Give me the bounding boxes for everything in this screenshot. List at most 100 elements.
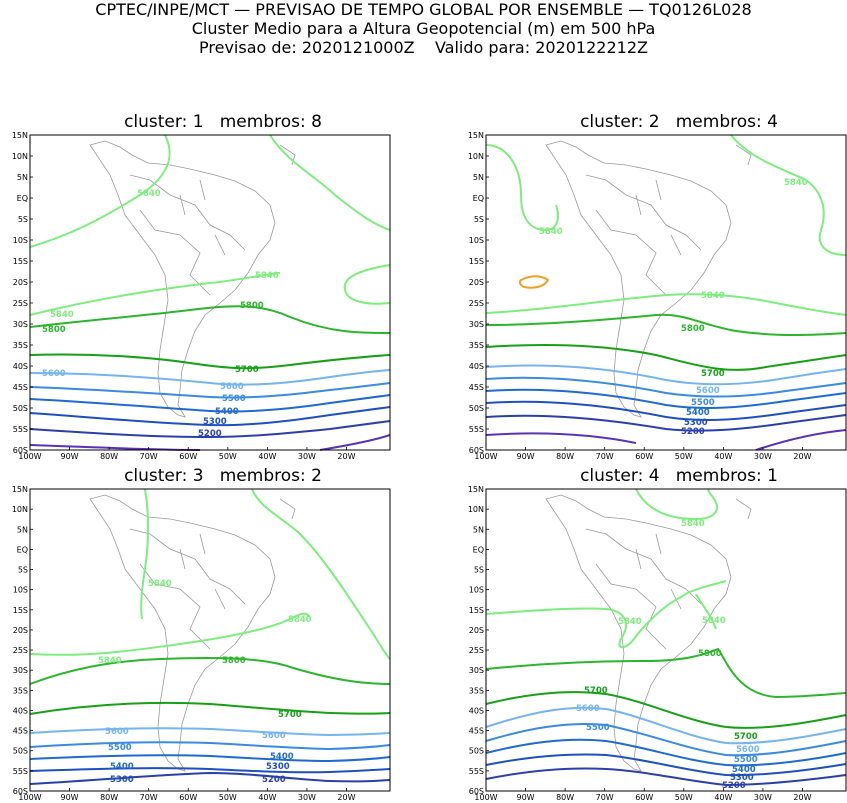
lat-tick-label: 10N — [468, 152, 484, 161]
lat-tick-label: EQ — [17, 545, 28, 554]
header-line-1: CPTEC/INPE/MCT — PREVISAO DE TEMPO GLOBA… — [95, 0, 752, 19]
lat-tick-label: 30S — [469, 666, 484, 675]
panel-2-title: cluster: 2 membros: 4 — [580, 112, 778, 132]
contour-5600 — [29, 369, 391, 386]
panel-2-map: 5840 5840 5840 5800 5700 5600 5500 5400 … — [468, 131, 847, 461]
lat-tick-label: 40S — [13, 706, 28, 715]
lat-tick-label: 10S — [13, 586, 28, 595]
coastlines — [545, 140, 752, 418]
contour-label: 5840 — [98, 656, 122, 666]
lon-tick-label: 100W — [18, 452, 41, 461]
lat-tick-label: 40S — [469, 362, 484, 371]
lat-tick-label: 15S — [13, 257, 28, 266]
lat-tick-label: EQ — [473, 545, 484, 554]
lat-tick-label: 15S — [13, 606, 28, 615]
contour-5600 — [29, 727, 391, 737]
lat-tick-label: 60S — [13, 446, 28, 455]
contour-labels: 5840 5840 5840 5800 5800 5700 5600 5600 … — [42, 189, 279, 439]
lat-tick-label: 20S — [13, 278, 28, 287]
anomaly-contour — [519, 275, 550, 289]
contour-5200 — [485, 767, 847, 787]
contour-label: 5600 — [736, 745, 760, 755]
lat-tick-label: 5N — [473, 173, 484, 182]
lat-tick-label: 60S — [13, 787, 28, 796]
contour-5500 — [485, 722, 847, 757]
lat-tick-label: 55S — [13, 767, 28, 776]
contour-label: 5840 — [255, 271, 279, 281]
lat-tick-label: 10S — [469, 236, 484, 245]
lat-tick-label: 15S — [469, 257, 484, 266]
contour-label: 5840 — [288, 615, 312, 625]
contour-5400 — [485, 388, 847, 409]
panel-4-map: 5840 5840 5840 5800 5700 5700 5600 5600 … — [468, 485, 847, 802]
contour-label: 5400 — [215, 407, 239, 417]
lat-tick-label: 30S — [13, 320, 28, 329]
contour-5700 — [485, 691, 847, 729]
contour-label: 5600 — [105, 727, 129, 737]
contour-label: 5700 — [701, 369, 725, 379]
lon-tick-label: 90W — [517, 793, 535, 802]
contour-labels: 5840 5840 5840 5800 5700 5600 5500 5400 … — [539, 178, 808, 437]
contour-5200 — [485, 414, 847, 432]
lon-tick-label: 40W — [258, 452, 276, 461]
lon-tick-label: 30W — [298, 452, 316, 461]
contour-label: 5500 — [222, 394, 246, 404]
lat-tick-label: 45S — [469, 727, 484, 736]
contour-label: 5200 — [262, 775, 286, 785]
contour-labels: 5840 5840 5840 5800 5700 5700 5600 5600 … — [576, 519, 760, 791]
lon-tick-label: 70W — [140, 452, 158, 461]
lon-tick-label: 100W — [18, 793, 41, 802]
lat-tick-label: 35S — [469, 686, 484, 695]
lat-tick-label: 50S — [469, 747, 484, 756]
lat-tick-label: 10N — [468, 505, 484, 514]
lon-tick-label: 50W — [219, 452, 237, 461]
lat-tick-label: 40S — [469, 706, 484, 715]
lat-tick-label: 45S — [13, 383, 28, 392]
lon-tick-label: 90W — [61, 793, 79, 802]
lat-tick-label: 50S — [469, 404, 484, 413]
lat-tick-label: 35S — [13, 341, 28, 350]
lon-tick-label: 20W — [337, 452, 355, 461]
contour-label: 5840 — [784, 178, 808, 188]
contour-label: 5800 — [42, 325, 66, 335]
contour-label: 5400 — [270, 752, 294, 762]
contour-5500 — [29, 741, 391, 751]
contour-5400 — [485, 738, 847, 767]
lon-tick-label: 20W — [337, 793, 355, 802]
lat-tick-label: 35S — [469, 341, 484, 350]
contour-label: 5840 — [618, 617, 642, 627]
panel-1-title: cluster: 1 membros: 8 — [124, 112, 322, 132]
contour-5800 — [29, 305, 391, 334]
panel-3-map: 5840 5840 5840 5800 5700 5600 5600 5500 … — [12, 485, 391, 802]
lon-tick-label: 90W — [517, 452, 535, 461]
lat-tick-label: 10N — [12, 152, 28, 161]
contour-label: 5300 — [730, 773, 754, 783]
contour-label: 5600 — [42, 369, 66, 379]
lat-tick-label: 20S — [469, 278, 484, 287]
contour-5800 — [29, 656, 391, 685]
contour-5500 — [29, 382, 391, 399]
contour-5200 — [29, 420, 391, 439]
contour-5700 — [29, 701, 391, 715]
contour-label: 5800 — [681, 324, 705, 334]
lat-tick-label: 50S — [13, 747, 28, 756]
header-line-3: Previsao de: 2020121000Z Valido para: 20… — [199, 38, 648, 57]
map-frame — [485, 488, 847, 792]
header-line-2: Cluster Medio para a Altura Geopotencial… — [191, 19, 656, 38]
map-frame — [29, 488, 391, 792]
lat-tick-label: 15N — [12, 131, 28, 140]
contour-label: 5600 — [262, 731, 286, 741]
lat-tick-label: 25S — [469, 299, 484, 308]
lon-tick-label: 80W — [100, 793, 118, 802]
map-frame — [485, 134, 847, 451]
lon-tick-label: 20W — [793, 452, 811, 461]
contour-label: 5600 — [576, 704, 600, 714]
contour-label: 5400 — [110, 762, 134, 772]
contour-5300 — [29, 406, 391, 427]
lon-tick-label: 90W — [61, 452, 79, 461]
contour-label: 5500 — [734, 755, 758, 765]
contour-5400 — [29, 754, 391, 763]
lat-tick-label: 60S — [469, 446, 484, 455]
lat-tick-label: 15N — [468, 485, 484, 494]
contour-label: 5300 — [110, 775, 134, 785]
